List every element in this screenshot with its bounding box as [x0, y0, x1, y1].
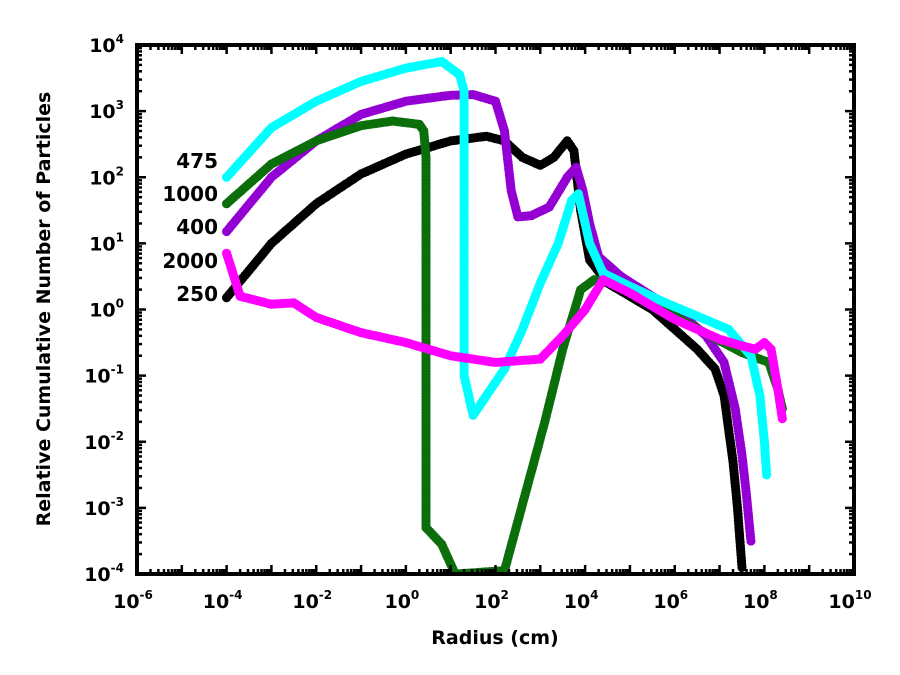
series-label-1000: 1000: [162, 182, 218, 206]
series-400: [222, 90, 756, 546]
y-tick-label: 100: [89, 297, 124, 322]
data-point: [737, 562, 747, 572]
x-tick-labels: 10-6 10-4 10-2 100 102 104 106 108 1010: [113, 588, 871, 613]
y-tick-label: 10-2: [84, 429, 124, 454]
y-tick-labels: 10-4 10-3 10-2 10-1 100 101 102 103 104: [84, 32, 124, 586]
series-layer: [222, 56, 787, 574]
series-annotations: 475 1000 400 2000 250: [162, 149, 218, 306]
series-1000: [222, 116, 787, 574]
series-label-400: 400: [176, 215, 218, 239]
y-tick-label: 102: [89, 164, 124, 189]
y-axis-title: Relative Cumulative Number of Particles: [33, 92, 55, 527]
series-2000: [222, 248, 787, 424]
ticks-layer: [135, 43, 856, 576]
series-250: [222, 131, 747, 572]
data-point: [762, 470, 772, 480]
x-tick-label: 10-4: [203, 588, 243, 613]
series-label-250: 250: [176, 282, 218, 306]
y-tick-label: 10-3: [84, 495, 124, 520]
y-tick-label: 10-1: [84, 363, 124, 388]
y-tick-label: 10-4: [84, 561, 124, 586]
x-tick-label: 106: [653, 588, 688, 613]
x-tick-label: 102: [474, 588, 509, 613]
y-tick-label: 104: [89, 32, 124, 57]
x-tick-label: 10-2: [292, 588, 332, 613]
y-tick-label: 101: [89, 230, 124, 255]
data-point: [746, 536, 756, 546]
x-tick-label: 10-6: [113, 588, 153, 613]
series-label-475: 475: [176, 149, 218, 173]
x-tick-label: 1010: [828, 588, 871, 613]
data-point: [777, 414, 787, 424]
series-475: [222, 56, 772, 480]
x-tick-label: 100: [384, 588, 419, 613]
y-tick-label: 103: [89, 98, 124, 123]
x-tick-label: 104: [564, 588, 599, 613]
x-tick-label: 108: [743, 588, 778, 613]
x-axis-title: Radius (cm): [431, 627, 558, 649]
series-label-2000: 2000: [162, 249, 218, 273]
